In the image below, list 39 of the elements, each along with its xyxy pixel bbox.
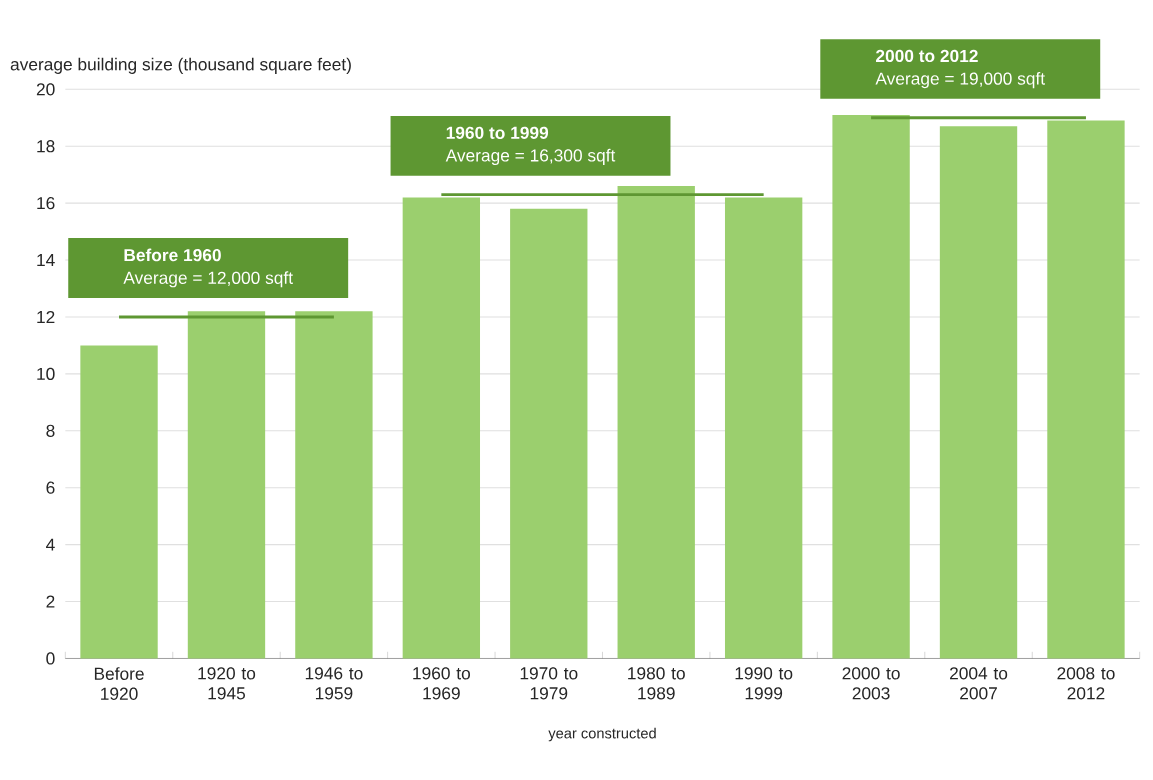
x-tick-label: 1990 to 1999 [735,667,793,700]
bar [832,115,910,659]
y-tick-label: 16 [37,197,55,210]
text: Average = 19,000 sqft [875,72,1045,89]
text: 2000 to 2012 [876,49,978,63]
bar [510,208,588,659]
x-tick-label: 1970 to 1979 [520,667,578,700]
x-tick-label: 2004 to 2007 [950,667,1008,700]
x-tick-label: 1960 to 1969 [413,667,470,700]
x-tick-label: 2008 to 2012 [1057,667,1115,700]
annotation: Average = 16,300 sqft [445,148,616,166]
x-tick-label: 1980 to 1989 [628,667,685,700]
x-tick-label: 1946 to 1959 [305,667,363,700]
y-tick-label: 18 [37,140,55,153]
y-axis-title: average building size (thousand square feet) [10,57,351,75]
text: 1960 to 1999 [446,126,549,140]
y-tick-label: 2 [46,595,55,608]
y-tick-label: 0 [46,652,55,665]
bar [295,311,373,659]
x-tick-label: 1920 to 1945 [198,667,256,700]
bar [187,311,266,659]
bar [939,126,1018,659]
bar [80,345,158,659]
x-axis-title: year constructed [548,727,656,742]
bar [724,197,803,659]
x-tick-label: 2000 to 2003 [842,667,900,700]
y-tick-label: 14 [37,254,55,267]
bar [617,186,695,659]
y-tick-label: 6 [46,481,55,494]
text: Before 1960 [124,248,221,262]
y-tick-label: 20 [36,83,55,96]
annotation: Average = 12,000 sqft [123,271,293,288]
y-tick-label: 8 [46,424,55,438]
bar [1047,120,1125,659]
bar [402,197,481,659]
x-tick-label: Before 1920 [94,667,144,700]
y-tick-label: 4 [46,538,55,551]
y-tick-label: 10 [37,367,55,381]
y-tick-label: 12 [37,311,55,324]
